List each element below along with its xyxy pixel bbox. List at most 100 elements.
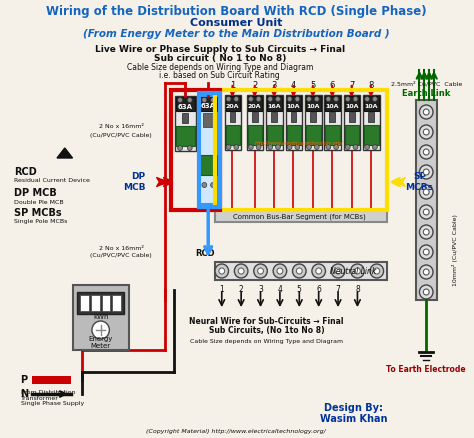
Circle shape [314,96,319,102]
Circle shape [423,229,429,235]
Circle shape [331,264,345,278]
Circle shape [419,225,433,239]
Circle shape [178,98,182,102]
Text: 2 No x 16mm²: 2 No x 16mm² [99,124,144,130]
Bar [226,96,240,111]
Circle shape [178,145,182,151]
Bar [305,95,321,150]
Circle shape [256,145,261,149]
Bar [325,95,341,150]
Text: Design By:: Design By: [324,403,383,413]
Text: 7: 7 [349,81,354,89]
Circle shape [374,268,380,274]
Circle shape [423,169,429,175]
Text: 3: 3 [258,286,263,294]
Text: Single Pole MCBs: Single Pole MCBs [14,219,68,225]
Circle shape [326,96,331,102]
Text: 7: 7 [336,286,340,294]
Text: Cable Size depends on Wiring Type and Diagram: Cable Size depends on Wiring Type and Di… [127,64,313,73]
Text: (From Energy Meter to the Main Distribution Board ): (From Energy Meter to the Main Distribut… [83,29,390,39]
Circle shape [287,96,292,102]
Bar [199,93,220,207]
Bar [247,95,264,150]
Circle shape [210,98,216,102]
Text: 3: 3 [272,81,277,89]
Text: 6: 6 [329,81,335,89]
Bar [91,295,100,311]
Circle shape [268,96,273,102]
Bar [176,97,195,111]
Text: Energy
Meter: Energy Meter [89,336,113,350]
Polygon shape [57,148,73,158]
Bar [225,95,241,150]
Circle shape [423,269,429,275]
Text: To Earth Electrode: To Earth Electrode [386,365,466,374]
Bar [344,95,360,150]
Text: 10mm² (Cu/PVC Cable): 10mm² (Cu/PVC Cable) [452,214,458,286]
Text: 63A: 63A [201,103,216,109]
Circle shape [353,96,358,102]
Bar [215,210,387,222]
Text: 2: 2 [252,81,257,89]
Circle shape [334,145,338,149]
Circle shape [423,249,429,255]
Circle shape [187,145,192,151]
Circle shape [423,209,429,215]
Text: Residual Current Device: Residual Current Device [14,179,90,184]
Text: Consumer Unit: Consumer Unit [190,18,283,28]
Circle shape [287,145,292,149]
Circle shape [219,268,225,274]
Bar [286,95,302,150]
Circle shape [373,96,377,102]
Bar [368,112,374,122]
Circle shape [316,268,321,274]
Bar [267,125,282,145]
Bar [203,113,213,127]
Text: 5: 5 [310,81,316,89]
Text: RCD: RCD [195,248,215,258]
Text: (Cu/PVC/PVC Cable): (Cu/PVC/PVC Cable) [90,133,152,138]
Bar [101,295,110,311]
Circle shape [295,145,300,149]
Circle shape [351,264,364,278]
Circle shape [187,98,192,102]
Bar [345,96,359,111]
Bar [364,96,379,111]
Circle shape [423,129,429,135]
Bar [326,96,340,111]
Text: 1: 1 [219,286,224,294]
Circle shape [226,96,231,102]
Bar [329,112,335,122]
Bar [201,97,217,111]
Text: 10A: 10A [287,103,300,109]
Text: Neural Wire for Sub-Circuits → Final: Neural Wire for Sub-Circuits → Final [189,318,344,326]
Bar [77,292,124,314]
Bar [310,112,316,122]
Bar [266,95,283,150]
Bar [267,96,282,111]
Text: Double Ple MCB: Double Ple MCB [14,199,64,205]
Circle shape [307,96,311,102]
Text: Sub circuit ( No 1 to No 8): Sub circuit ( No 1 to No 8) [154,54,286,64]
Text: Neutral Link: Neutral Link [330,266,377,276]
Circle shape [268,145,273,149]
Circle shape [234,264,248,278]
Bar [175,96,196,151]
Text: 10A: 10A [306,103,319,109]
Text: 4: 4 [277,286,283,294]
Circle shape [248,145,253,149]
Text: Sub Circuits, (No 1to No 8): Sub Circuits, (No 1to No 8) [209,326,324,336]
Text: 2: 2 [239,286,244,294]
Text: Wiring of the Distribution Board With RCD (Single Phase): Wiring of the Distribution Board With RC… [46,6,427,18]
Text: SP MCBs: SP MCBs [14,208,62,218]
Bar [201,155,217,175]
Circle shape [419,265,433,279]
Circle shape [234,96,239,102]
Bar [306,125,320,145]
Bar [176,126,195,146]
Circle shape [423,149,429,155]
Circle shape [334,96,338,102]
Bar [172,90,220,210]
Circle shape [312,264,326,278]
Text: 20A: 20A [248,103,262,109]
